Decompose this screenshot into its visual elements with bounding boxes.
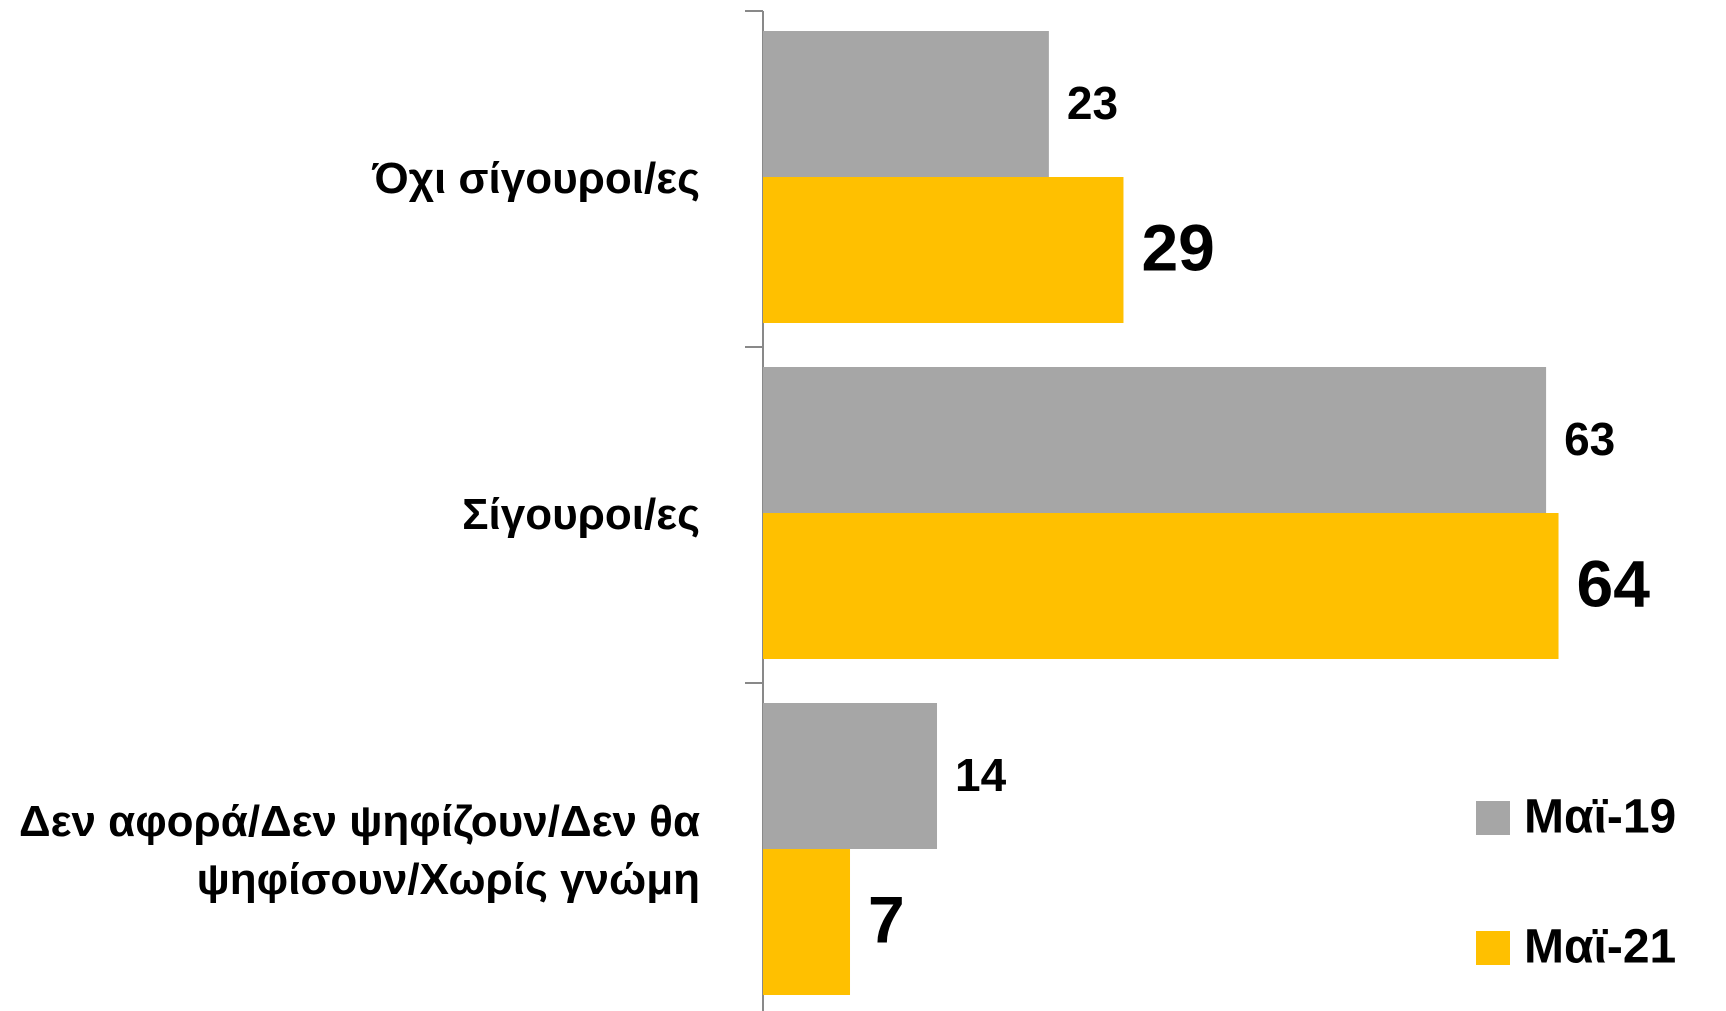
bar <box>763 513 1559 659</box>
value-label: 14 <box>955 749 1007 801</box>
value-label: 7 <box>868 882 905 956</box>
legend-label: Μαϊ-21 <box>1524 921 1676 974</box>
value-label: 23 <box>1067 77 1118 129</box>
bar <box>763 703 938 849</box>
bar <box>763 177 1124 323</box>
value-label: 64 <box>1577 546 1651 620</box>
bar <box>763 367 1547 513</box>
bar <box>763 31 1049 177</box>
category-label: Όχι σίγουροι/ες <box>372 154 700 203</box>
value-label: 63 <box>1564 413 1615 465</box>
value-label: 29 <box>1141 210 1214 284</box>
legend-swatch <box>1476 931 1510 965</box>
category-label: Δεν αφορά/Δεν ψηφίζουν/Δεν θα ψηφίσουν/Χ… <box>18 797 700 904</box>
legend-swatch <box>1476 801 1510 835</box>
category-label: Σίγουροι/ες <box>462 490 700 539</box>
bar <box>763 849 851 995</box>
legend-label: Μαϊ-19 <box>1524 791 1676 844</box>
